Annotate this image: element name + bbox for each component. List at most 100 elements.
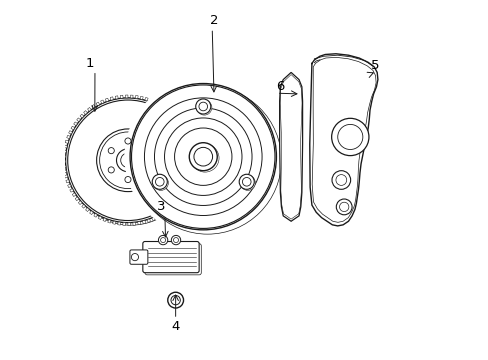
Circle shape bbox=[61, 94, 194, 227]
Polygon shape bbox=[81, 204, 85, 208]
Text: 1: 1 bbox=[85, 57, 94, 70]
Polygon shape bbox=[154, 101, 157, 105]
Circle shape bbox=[154, 108, 251, 206]
Polygon shape bbox=[189, 153, 193, 156]
Circle shape bbox=[160, 238, 165, 243]
Circle shape bbox=[163, 179, 167, 184]
Polygon shape bbox=[115, 96, 118, 99]
Circle shape bbox=[153, 175, 168, 190]
Text: 2: 2 bbox=[209, 14, 218, 27]
Polygon shape bbox=[189, 148, 192, 150]
Polygon shape bbox=[125, 95, 128, 98]
Polygon shape bbox=[190, 163, 193, 165]
Polygon shape bbox=[130, 95, 133, 98]
Polygon shape bbox=[177, 120, 181, 123]
Polygon shape bbox=[110, 97, 113, 100]
Circle shape bbox=[133, 86, 281, 234]
Polygon shape bbox=[64, 145, 67, 148]
Text: 3: 3 bbox=[157, 201, 165, 213]
Polygon shape bbox=[184, 133, 188, 136]
Polygon shape bbox=[175, 199, 179, 203]
Circle shape bbox=[191, 144, 219, 172]
Text: 6: 6 bbox=[276, 80, 284, 93]
Circle shape bbox=[335, 175, 346, 185]
Circle shape bbox=[142, 148, 147, 154]
Circle shape bbox=[124, 176, 131, 183]
Polygon shape bbox=[151, 217, 155, 221]
Polygon shape bbox=[94, 213, 97, 217]
Polygon shape bbox=[158, 103, 162, 107]
Circle shape bbox=[336, 199, 351, 215]
Circle shape bbox=[199, 102, 207, 111]
Polygon shape bbox=[107, 220, 111, 223]
Circle shape bbox=[131, 253, 138, 261]
Polygon shape bbox=[144, 98, 148, 101]
Polygon shape bbox=[172, 203, 176, 206]
Polygon shape bbox=[98, 216, 102, 220]
Polygon shape bbox=[101, 100, 104, 104]
Polygon shape bbox=[188, 172, 192, 176]
Polygon shape bbox=[66, 135, 70, 139]
Polygon shape bbox=[120, 95, 123, 98]
Polygon shape bbox=[187, 143, 191, 146]
Polygon shape bbox=[77, 118, 81, 122]
Polygon shape bbox=[87, 108, 91, 111]
Polygon shape bbox=[83, 111, 87, 114]
Polygon shape bbox=[164, 209, 168, 213]
Polygon shape bbox=[185, 182, 189, 185]
Circle shape bbox=[158, 235, 167, 245]
Circle shape bbox=[196, 100, 211, 115]
Polygon shape bbox=[128, 222, 130, 226]
Polygon shape bbox=[63, 165, 66, 168]
Polygon shape bbox=[133, 222, 135, 225]
Circle shape bbox=[239, 174, 254, 189]
Polygon shape bbox=[78, 201, 82, 204]
Circle shape bbox=[189, 143, 217, 171]
Circle shape bbox=[108, 148, 114, 154]
FancyBboxPatch shape bbox=[142, 242, 199, 273]
Polygon shape bbox=[147, 219, 150, 222]
Polygon shape bbox=[80, 114, 83, 118]
Circle shape bbox=[331, 118, 368, 156]
Polygon shape bbox=[66, 180, 69, 183]
Polygon shape bbox=[163, 106, 166, 110]
Polygon shape bbox=[138, 221, 141, 225]
Circle shape bbox=[331, 171, 350, 189]
Polygon shape bbox=[64, 175, 68, 178]
Polygon shape bbox=[183, 186, 187, 190]
Circle shape bbox=[164, 118, 242, 195]
Circle shape bbox=[100, 132, 156, 189]
Polygon shape bbox=[182, 129, 186, 132]
Circle shape bbox=[108, 167, 114, 173]
Polygon shape bbox=[160, 212, 164, 216]
Polygon shape bbox=[105, 98, 108, 102]
Polygon shape bbox=[178, 195, 182, 199]
Polygon shape bbox=[173, 116, 177, 120]
Polygon shape bbox=[180, 124, 183, 128]
Polygon shape bbox=[85, 208, 89, 212]
FancyBboxPatch shape bbox=[144, 244, 201, 275]
Circle shape bbox=[337, 125, 362, 149]
Polygon shape bbox=[74, 122, 77, 126]
Polygon shape bbox=[75, 197, 79, 201]
FancyBboxPatch shape bbox=[130, 250, 147, 264]
Circle shape bbox=[116, 149, 139, 172]
Circle shape bbox=[167, 292, 183, 308]
Polygon shape bbox=[118, 222, 121, 225]
Text: 4: 4 bbox=[171, 320, 180, 333]
Polygon shape bbox=[309, 54, 377, 226]
Polygon shape bbox=[279, 72, 302, 221]
Polygon shape bbox=[140, 96, 143, 100]
Circle shape bbox=[124, 138, 131, 144]
Polygon shape bbox=[92, 105, 95, 108]
Polygon shape bbox=[71, 126, 75, 130]
Circle shape bbox=[131, 85, 274, 228]
Polygon shape bbox=[187, 177, 190, 180]
Polygon shape bbox=[62, 155, 65, 158]
Polygon shape bbox=[190, 158, 193, 160]
Polygon shape bbox=[168, 206, 172, 210]
Circle shape bbox=[195, 99, 210, 114]
Polygon shape bbox=[189, 168, 192, 171]
Polygon shape bbox=[113, 221, 116, 224]
Polygon shape bbox=[135, 95, 138, 99]
